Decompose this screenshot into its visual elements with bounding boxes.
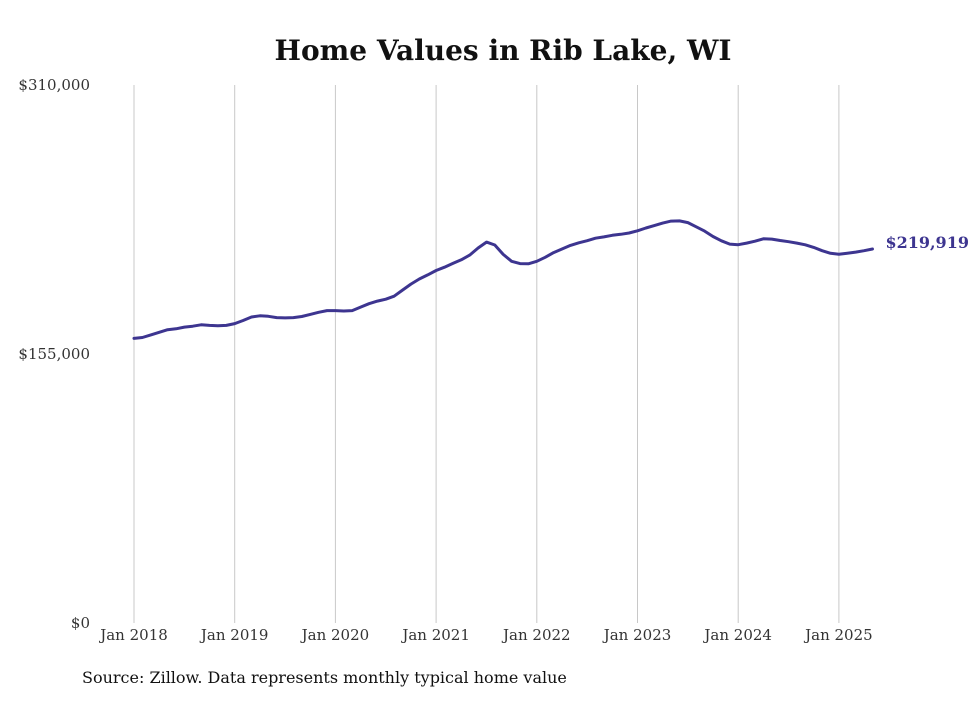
x-tick-label: Jan 2025 <box>803 626 873 644</box>
x-tick-label: Jan 2019 <box>199 626 269 644</box>
x-tick-label: Jan 2022 <box>501 626 571 644</box>
series-line <box>132 219 874 340</box>
y-axis-ticks: $0 $155,000 $310,000 <box>18 76 90 632</box>
x-axis-ticks: Jan 2018 Jan 2019 Jan 2020 Jan 2021 Jan 2022… <box>98 626 872 644</box>
x-tick-label: Jan 2024 <box>702 626 772 644</box>
series <box>132 219 874 340</box>
y-tick-label: $155,000 <box>18 345 90 363</box>
y-tick-label: $0 <box>71 614 90 632</box>
x-tick-label: Jan 2021 <box>400 626 470 644</box>
chart-title: Home Values in Rib Lake, WI <box>275 34 732 67</box>
x-tick-label: Jan 2023 <box>602 626 672 644</box>
x-tick-label: Jan 2018 <box>98 626 168 644</box>
gridlines <box>133 85 840 623</box>
x-tick-label: Jan 2020 <box>300 626 370 644</box>
end-value-label: $219,919 <box>885 233 969 252</box>
y-tick-label: $310,000 <box>18 76 90 94</box>
source-note: Source: Zillow. Data represents monthly … <box>82 668 567 687</box>
